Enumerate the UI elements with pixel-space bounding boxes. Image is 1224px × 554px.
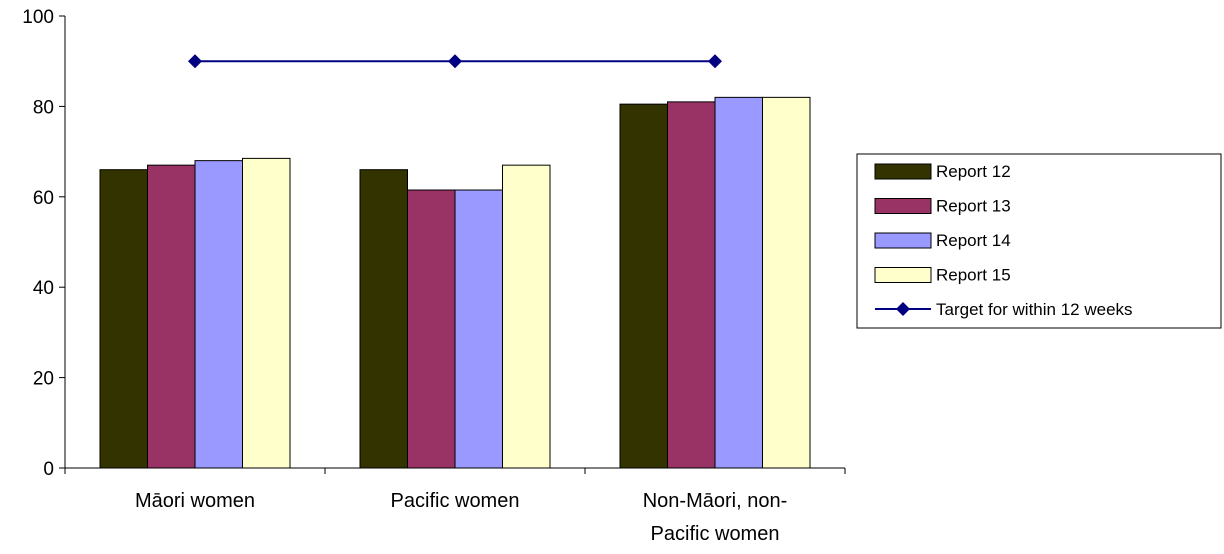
legend-swatch (874, 267, 932, 283)
bar (99, 169, 148, 469)
target-marker (708, 54, 722, 69)
bar (714, 96, 763, 469)
y-tick-label: 100 (22, 7, 54, 28)
legend-label: Report 13 (936, 197, 1011, 216)
legend-marker (896, 302, 910, 316)
legend-label: Report 14 (936, 231, 1011, 250)
legend-label: Target for within 12 weeks (936, 300, 1133, 319)
x-category-label: Pacific women (651, 523, 780, 545)
legend-label: Report 15 (936, 266, 1011, 285)
bar (454, 189, 503, 469)
bar (667, 101, 716, 469)
y-tick-label: 80 (33, 97, 54, 118)
bar (502, 164, 551, 469)
legend-swatch (874, 163, 932, 180)
x-category-label: Non-Māori, non- (643, 490, 788, 512)
x-category-label: Pacific women (391, 490, 520, 512)
bar (147, 164, 196, 469)
legend-label: Report 12 (936, 162, 1011, 181)
bar (762, 96, 811, 469)
legend-swatch (874, 198, 932, 214)
target-marker (448, 54, 462, 69)
y-tick-label: 0 (43, 459, 54, 480)
bar (242, 157, 291, 469)
bar (407, 189, 456, 469)
bar (194, 160, 243, 469)
y-tick-label: 20 (33, 369, 54, 390)
bar (359, 169, 408, 469)
target-marker (188, 54, 202, 69)
bar (619, 103, 668, 469)
legend-swatch (874, 232, 932, 249)
x-category-label: Māori women (135, 490, 255, 512)
y-tick-label: 40 (33, 278, 54, 299)
y-tick-label: 60 (33, 188, 54, 209)
